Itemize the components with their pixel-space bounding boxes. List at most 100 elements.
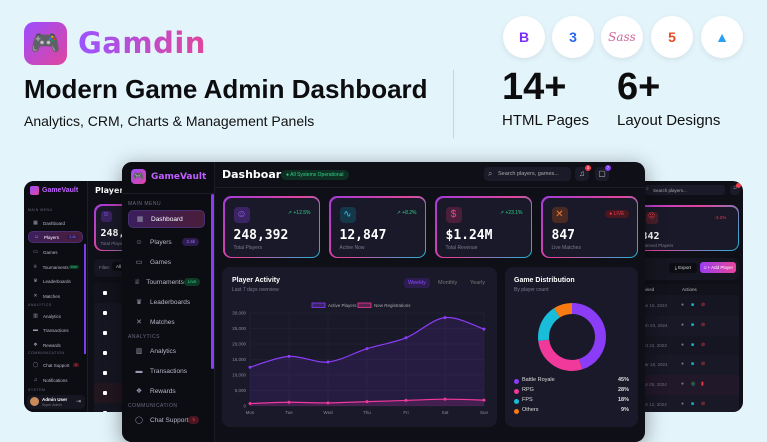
series-area-0 xyxy=(250,317,484,406)
sidebar-item-label: Tournaments xyxy=(42,264,69,270)
sidebar-item-icon: ▥ xyxy=(33,313,38,319)
bell-icon[interactable]: ♫ xyxy=(730,183,741,195)
sidebar-item[interactable]: ♫ Notifications xyxy=(28,374,83,386)
view-icon[interactable]: ● xyxy=(681,341,685,348)
sidebar-item-tournaments[interactable]: ♕ Tournaments Live xyxy=(128,273,205,291)
tab-weekly[interactable]: Weekly xyxy=(404,278,430,288)
edit-icon[interactable]: ■ xyxy=(691,401,695,407)
messages-button[interactable]: ▢ 7 xyxy=(595,165,611,181)
sidebar-item-leaderboards[interactable]: ♛ Leaderboards xyxy=(128,293,205,311)
edit-icon[interactable]: ■ xyxy=(691,302,695,308)
sidebar-item-label: Rewards xyxy=(150,387,176,395)
app-name: GameVault xyxy=(42,187,79,194)
delete-icon[interactable]: ▮ xyxy=(701,381,704,388)
sidebar: 🎮 GameVault MAIN MENU ANALYTICS COMMUNICAT… xyxy=(122,162,215,442)
legend-dot xyxy=(514,388,519,394)
tab-yearly[interactable]: Yearly xyxy=(470,280,486,286)
edit-icon[interactable]: ■ xyxy=(691,361,695,368)
sidebar-item-rewards[interactable]: ❖ Rewards xyxy=(128,382,205,400)
sidebar-scrollbar[interactable] xyxy=(84,244,86,354)
sidebar-item-matches[interactable]: ✕ Matches xyxy=(128,313,205,331)
filter-select[interactable]: All xyxy=(112,262,126,271)
sidebar-item-chat-support[interactable]: ◯ Chat Support 5 xyxy=(128,411,205,429)
row-checkbox[interactable] xyxy=(103,291,107,295)
data-point xyxy=(365,400,369,404)
alpine-icon: ▲ xyxy=(701,16,743,58)
brand-name: Gamdin xyxy=(78,26,206,60)
sidebar-item[interactable]: ▭ Games xyxy=(28,246,83,258)
sidebar-item-analytics[interactable]: ▥ Analytics xyxy=(128,342,205,360)
status-text: All Systems Operational xyxy=(290,172,344,178)
sidebar-item[interactable]: ♛ Leaderboards xyxy=(28,275,83,287)
view-icon[interactable]: ● xyxy=(681,401,685,407)
sidebar-item[interactable]: ♕ Tournaments Live xyxy=(28,261,83,273)
search-input[interactable]: ⌕ Search players... xyxy=(643,185,725,195)
sidebar-item-label: Transactions xyxy=(150,367,187,375)
sidebar-item[interactable]: ▥ Analytics xyxy=(28,310,83,322)
col-actions: Actions xyxy=(682,287,697,292)
edit-icon[interactable]: ■ xyxy=(691,341,695,348)
data-point xyxy=(365,347,369,351)
row-checkbox[interactable] xyxy=(103,411,107,412)
search-input[interactable]: ⌕ Search players, games... xyxy=(484,167,571,181)
ban-icon[interactable]: ⊘ xyxy=(701,321,706,328)
view-icon[interactable]: ● xyxy=(681,321,685,328)
sidebar-item-label: Games xyxy=(150,258,171,266)
table-row[interactable]: Jan 15, 2024 ● ■ ⊘ xyxy=(620,296,739,316)
user-card[interactable]: Admin User Super Admin ⇥ xyxy=(27,395,85,409)
view-icon[interactable]: ● xyxy=(681,381,685,388)
col-joined: Joined xyxy=(641,287,655,292)
sidebar-item-transactions[interactable]: ▬ Transactions xyxy=(128,362,205,380)
view-icon[interactable]: ● xyxy=(681,302,685,308)
row-checkbox[interactable] xyxy=(103,391,107,395)
sidebar-item[interactable]: ◯ Chat Support 5 xyxy=(28,359,83,371)
sidebar-item-icon: ♕ xyxy=(33,264,38,270)
export-button[interactable]: ⤓ Export xyxy=(669,263,697,273)
banned-user-icon: ☹ xyxy=(645,211,658,224)
css3-icon: 3 xyxy=(552,16,594,58)
ban-icon[interactable]: ⊘ xyxy=(701,401,706,407)
add-player-button[interactable]: ☺+ Add Player xyxy=(700,262,736,273)
search-placeholder: Search players... xyxy=(653,187,687,193)
edit-icon[interactable]: ■ xyxy=(691,321,695,328)
message-count: 7 xyxy=(605,165,611,171)
row-checkbox[interactable] xyxy=(103,351,107,355)
row-checkbox[interactable] xyxy=(103,331,107,335)
sidebar-item[interactable]: ▬ Transactions xyxy=(28,324,83,336)
ban-icon[interactable]: ⊘ xyxy=(701,341,706,348)
sidebar-item-icon: ♫ xyxy=(33,377,38,383)
table-row[interactable]: Feb 03, 2024 ● ■ ⊘ xyxy=(620,315,739,336)
data-point xyxy=(326,401,330,405)
sidebar-item-label: Players xyxy=(44,234,60,240)
table-row[interactable]: Apr 05, 2024 ● ◎ ▮ xyxy=(620,375,739,395)
stat-value: 248,392 xyxy=(101,228,143,239)
view-icon[interactable]: ● xyxy=(681,361,685,368)
table-row[interactable]: Oct 22, 2023 ● ■ ⊘ xyxy=(620,335,739,356)
table-row[interactable]: Mar 18, 2024 ● ■ ⊘ xyxy=(620,355,739,376)
sidebar-item[interactable]: ✕ Matches xyxy=(28,290,83,302)
sidebar-item[interactable]: ❖ Rewards xyxy=(28,339,83,351)
sidebar-scrollbar[interactable] xyxy=(211,194,214,369)
sidebar-item-label: Leaderboards xyxy=(150,298,191,306)
logout-icon[interactable]: ⇥ xyxy=(76,399,82,405)
legend-swatch xyxy=(357,302,372,308)
matches-icon: ✕ xyxy=(136,319,142,326)
notifications-button[interactable]: ♫ 3 xyxy=(575,165,591,181)
stat-icon: ∿ xyxy=(339,206,356,223)
row-checkbox[interactable] xyxy=(103,311,107,315)
unban-icon[interactable]: ◎ xyxy=(691,381,696,388)
table-row[interactable]: Apr 12, 2024 ● ■ ⊘ xyxy=(620,395,739,412)
row-checkbox[interactable] xyxy=(103,371,107,375)
sidebar-item-players[interactable]: ☺ Players 2.4k xyxy=(128,233,205,251)
sidebar-item[interactable]: ☺ Players 2.4k xyxy=(28,231,83,243)
sidebar-item-dashboard[interactable]: ▦ Dashboard xyxy=(128,210,205,228)
sass-icon: Sass xyxy=(601,16,643,58)
ban-icon[interactable]: ⊘ xyxy=(701,302,706,308)
sidebar-item-icon: ♛ xyxy=(33,278,38,284)
sidebar-item[interactable]: ▦ Dashboard xyxy=(28,217,83,229)
ban-icon[interactable]: ⊘ xyxy=(701,361,706,368)
tab-monthly[interactable]: Monthly xyxy=(438,280,458,286)
sidebar-item-games[interactable]: ▭ Games xyxy=(128,253,205,271)
stat-pages-label: HTML Pages xyxy=(502,112,589,129)
sidebar-item-label: Leaderboards xyxy=(43,278,71,284)
